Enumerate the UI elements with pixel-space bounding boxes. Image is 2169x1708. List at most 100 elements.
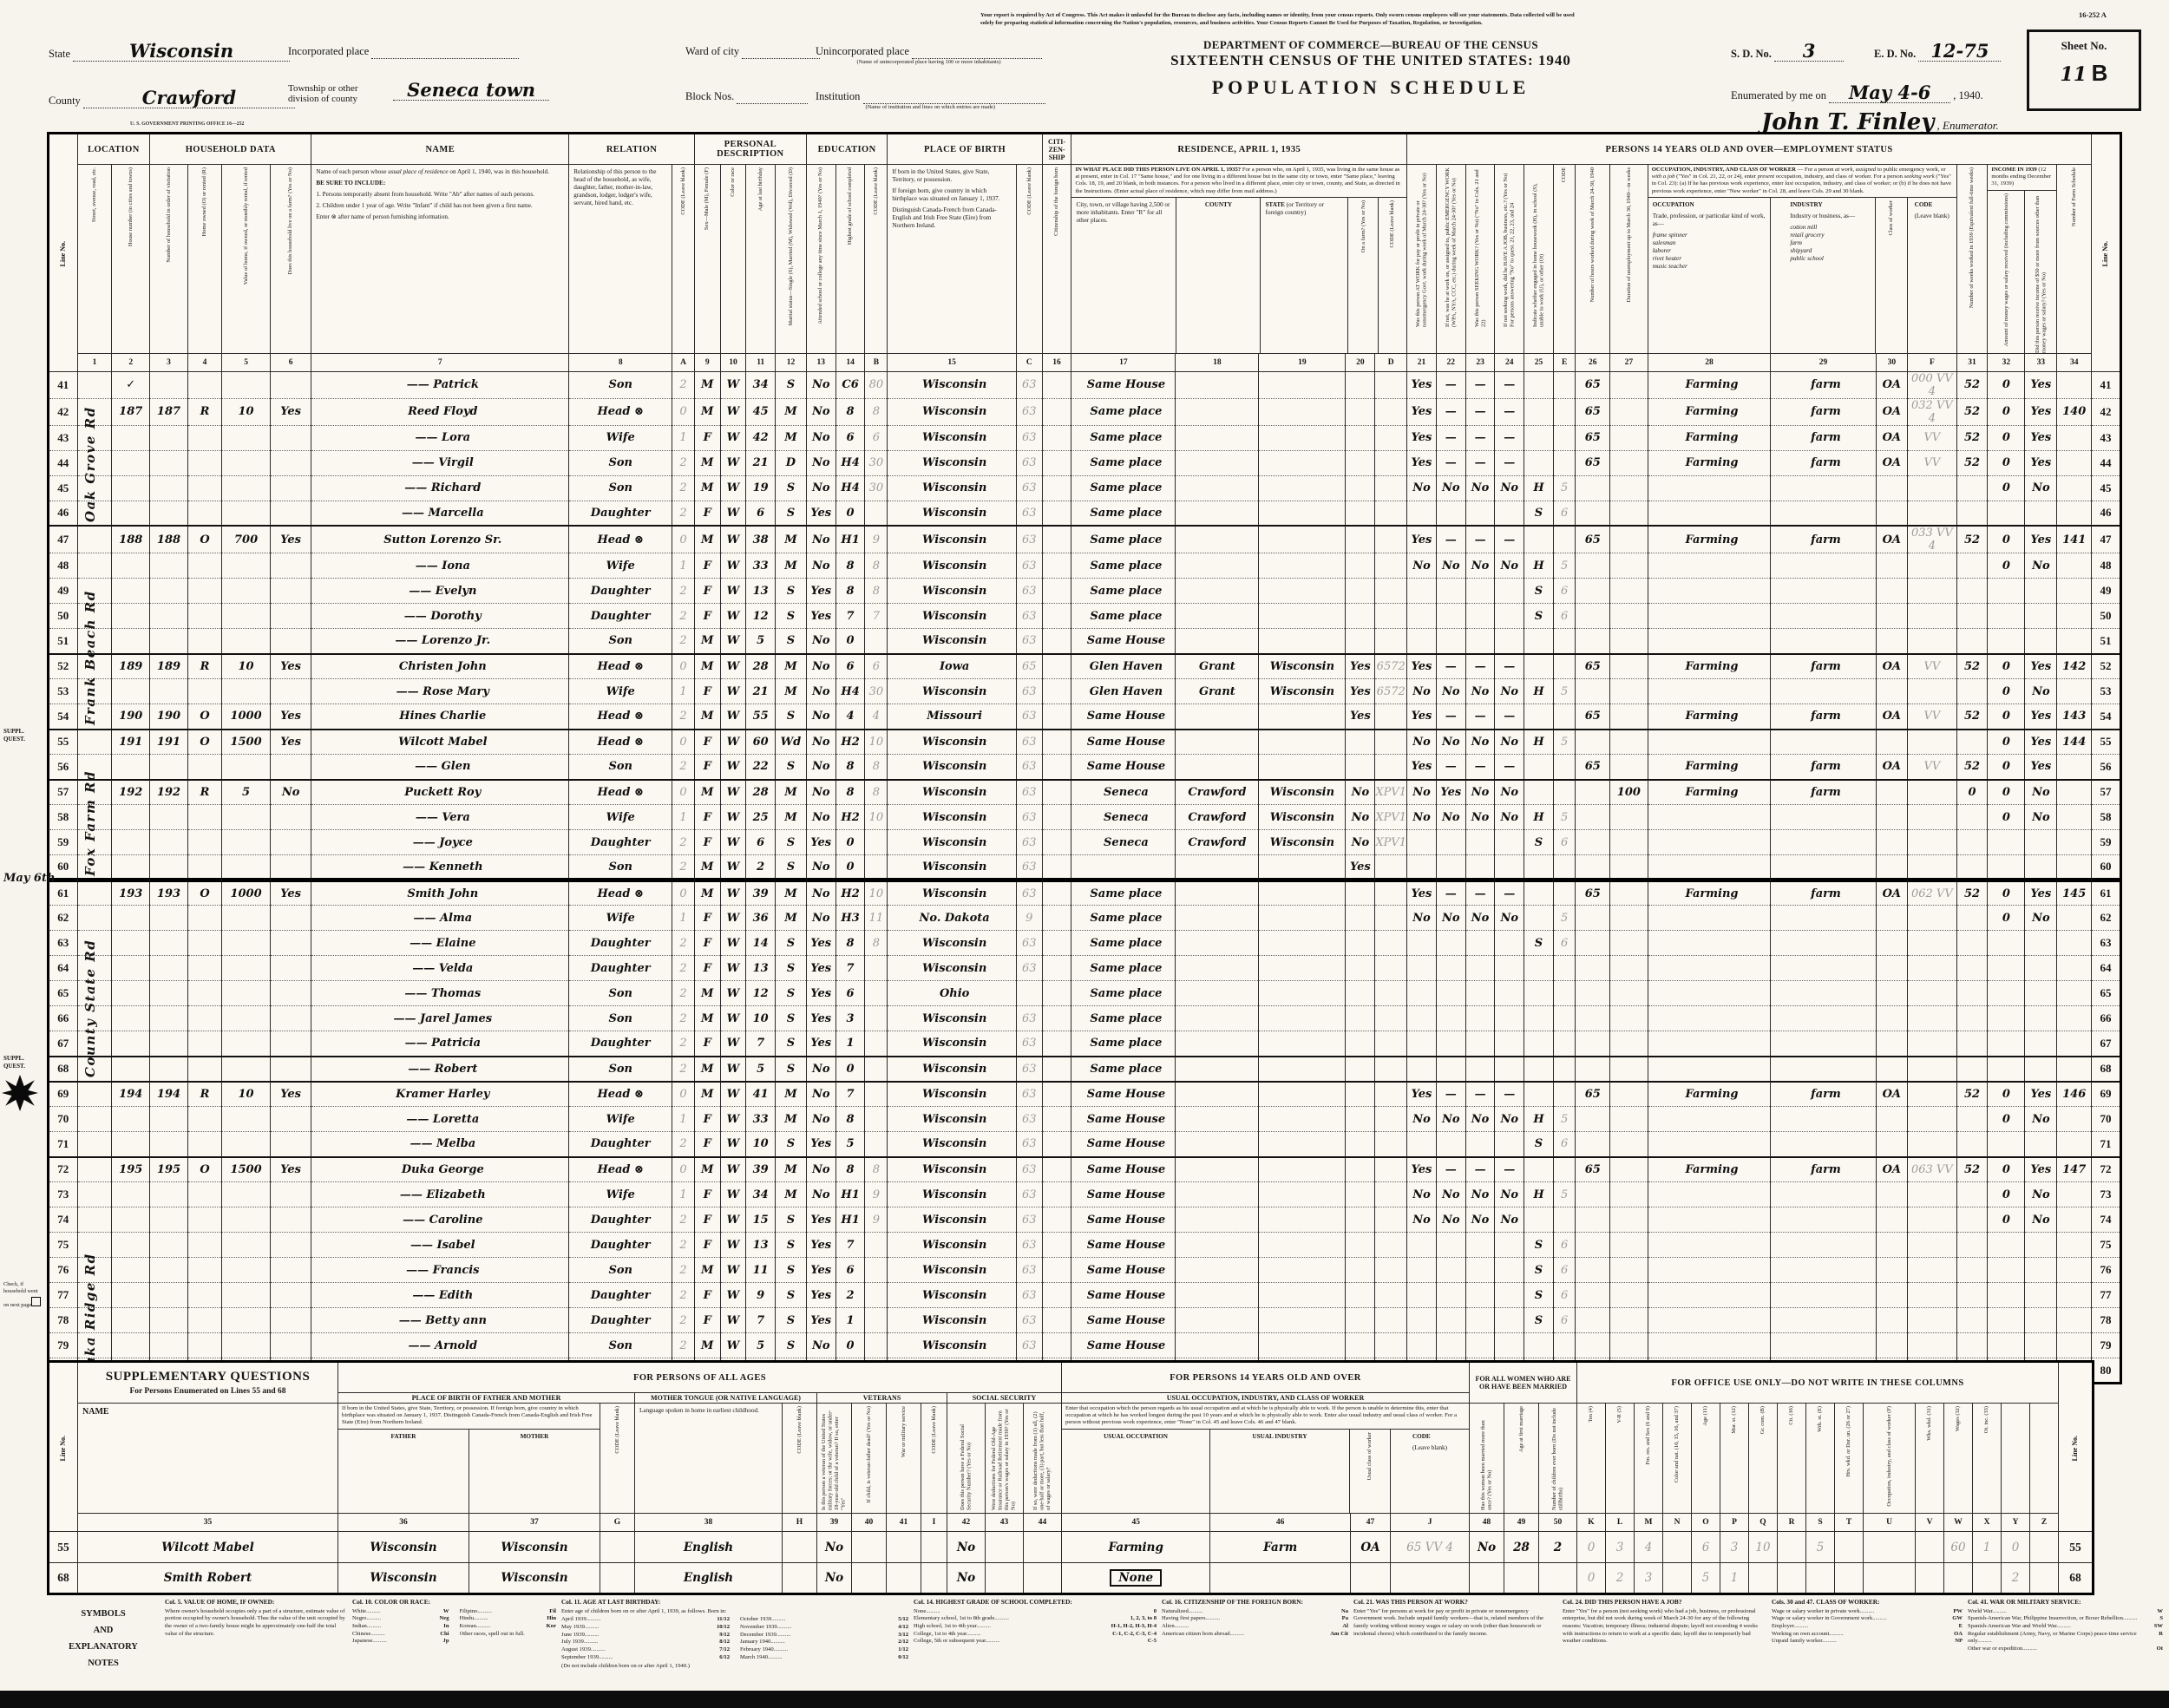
cell-own — [187, 754, 223, 781]
line-number: 76 — [2091, 1257, 2121, 1284]
cell-cC: 63 — [1015, 1257, 1043, 1284]
cell-r18 — [1175, 501, 1260, 527]
cell-c27 — [1609, 880, 1648, 906]
cell-ind — [1770, 854, 1877, 883]
column-number: D — [1374, 352, 1408, 372]
cell-r20 — [1345, 501, 1376, 527]
cell-Q — [1748, 1562, 1778, 1594]
line-number: 78 — [2091, 1307, 2121, 1334]
cell-v41 — [886, 1531, 921, 1563]
cell-cD: 6572 — [1374, 653, 1408, 680]
cell-cD — [1374, 603, 1408, 630]
cell-c27 — [1609, 1257, 1648, 1284]
person-row: 79 —— Arnold Son 2 M W 5 S No 0 Wisconsin 63 Same Ho… — [48, 1332, 2121, 1359]
cell-c21: No — [1406, 553, 1437, 579]
cell-hh: 190 — [149, 703, 188, 730]
cell-gr: 0 — [835, 1332, 866, 1359]
cell-cF — [1907, 501, 1957, 527]
cell-c34 — [2056, 1307, 2093, 1334]
cell-gr: 6 — [835, 425, 866, 451]
cell-c24: — — [1494, 425, 1525, 451]
cell-house: 191 — [111, 729, 151, 756]
column-header: Highest grade of school completed — [835, 164, 866, 354]
cell-ind46 — [1209, 1562, 1351, 1594]
cell-father: Wisconsin — [337, 1562, 469, 1594]
cell-c33: Yes — [2024, 729, 2058, 756]
column-number: 15 — [887, 352, 1017, 372]
cell-cit — [1041, 526, 1072, 554]
cell-farm — [269, 578, 312, 605]
cell-val — [221, 578, 271, 605]
cell-c33: Yes — [2024, 371, 2058, 399]
cell-age: 19 — [745, 475, 777, 501]
cell-r17: Same place — [1071, 425, 1176, 451]
cell-X — [1972, 1562, 2002, 1594]
cell-mar: S — [775, 578, 807, 605]
cell-c34 — [2056, 1207, 2093, 1234]
cell-c22 — [1435, 603, 1466, 630]
cell-cA: 2 — [672, 501, 695, 527]
cell-cls — [1875, 501, 1909, 527]
cell-c26 — [1575, 1181, 1611, 1208]
cell-hh: 192 — [149, 779, 188, 806]
column-header: Fm. res. and Sex (6 and 9) — [1634, 1403, 1663, 1514]
column-number: 49 — [1504, 1513, 1539, 1532]
line-number: 41 — [2091, 371, 2121, 399]
cell-r18 — [1175, 578, 1260, 605]
cell-pob: Wisconsin — [887, 553, 1017, 579]
cell-r19 — [1258, 980, 1347, 1007]
header-group: PERSONS 14 YEARS OLD AND OVER—EMPLOYMENT… — [1406, 133, 2093, 165]
person-row: 62 —— Alma Wife 1 F W 36 M No H3 11 No. Dakota 9 Same… — [48, 905, 2121, 932]
cell-race: W — [719, 603, 747, 630]
cell-cE — [1552, 425, 1576, 451]
line-number: 46 — [48, 501, 78, 527]
cell-val — [221, 980, 271, 1007]
cell-c25 — [1524, 754, 1554, 781]
cell-c21 — [1406, 628, 1437, 655]
cell-c26 — [1575, 1282, 1611, 1309]
cell-occ — [1647, 1106, 1772, 1133]
line-number: 59 — [2091, 829, 2121, 856]
cell-gr: 6 — [835, 980, 866, 1007]
cell-c26 — [1575, 1257, 1611, 1284]
cell-cls — [1875, 829, 1909, 856]
ed-label: E. D. No. — [1874, 48, 1917, 60]
cell-ind: farm — [1770, 653, 1877, 680]
cell-c31: 52 — [1956, 1156, 1989, 1183]
cell-age: 12 — [745, 603, 777, 630]
cell-c32: 0 — [1987, 678, 2026, 705]
cell-ind: farm — [1770, 425, 1877, 451]
cell-c22 — [1435, 1232, 1466, 1259]
cell-val: 5 — [221, 779, 271, 806]
column-number: J — [1390, 1513, 1470, 1532]
column-number: 29 — [1770, 352, 1877, 372]
line-number: 75 — [48, 1232, 78, 1259]
cell-r19 — [1258, 628, 1347, 655]
cell-gr: 7 — [835, 955, 866, 982]
cell-street — [76, 1207, 113, 1234]
cell-cit — [1041, 955, 1072, 982]
cell-name: Reed Floyd — [311, 398, 570, 426]
cell-name: Christen John — [311, 653, 570, 680]
cell-c26 — [1575, 854, 1611, 883]
cell-c24: No — [1494, 678, 1525, 705]
cell-house — [111, 553, 151, 579]
cell-age: 39 — [745, 880, 777, 906]
person-row: 46 —— Marcella Daughter 2 F W 6 S Yes 0 Wisconsin 6… — [48, 501, 2121, 527]
cell-c32: 0 — [1987, 703, 2026, 730]
cell-cE: 6 — [1552, 1307, 1576, 1334]
cell-r20: Yes — [1345, 653, 1376, 680]
cell-cD — [1374, 703, 1408, 730]
cell-sch: No — [805, 553, 836, 579]
cell-house: 187 — [111, 398, 151, 426]
cell-name: —— Caroline — [311, 1207, 570, 1234]
cell-c24: — — [1494, 526, 1525, 554]
cell-r18 — [1175, 854, 1260, 883]
cell-house — [111, 930, 151, 957]
cell-house — [111, 1005, 151, 1032]
cell-c23 — [1465, 1131, 1496, 1158]
cell-c33: Yes — [2024, 450, 2058, 476]
cell-occ — [1647, 829, 1772, 856]
cell-sex: M — [693, 1081, 721, 1108]
cell-r20 — [1345, 1232, 1376, 1259]
